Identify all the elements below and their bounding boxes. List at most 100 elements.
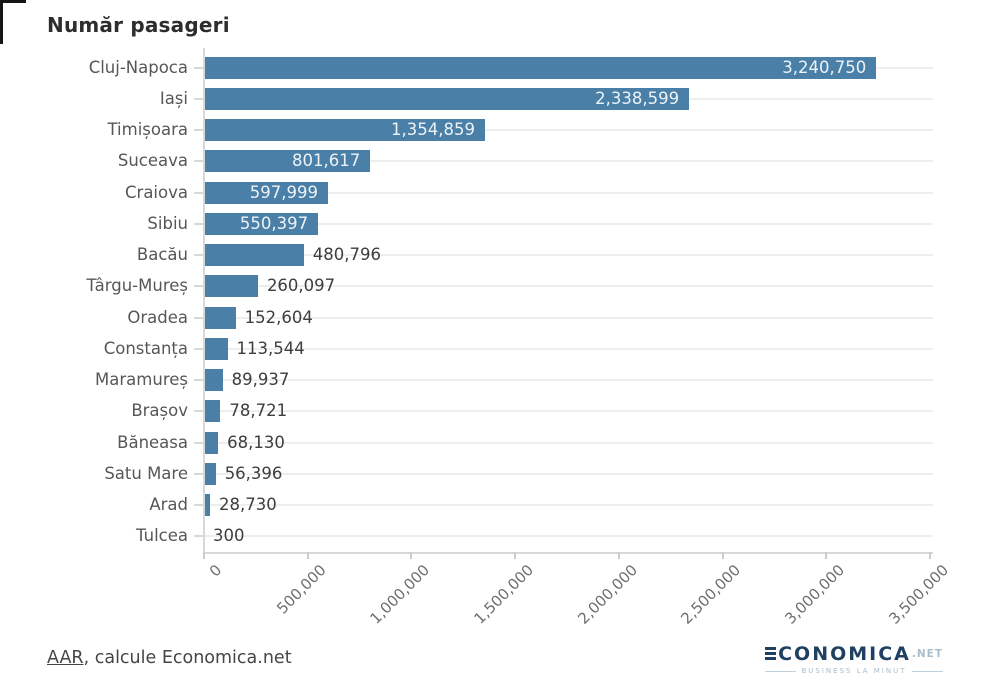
x-tick-label: 1,000,000 [366,561,434,628]
value-label: 89,937 [231,370,290,390]
value-label: 480,796 [312,245,381,265]
category-label: Brașov [131,401,188,421]
category-label: Constanța [103,338,188,358]
bar [204,494,210,517]
logo-tagline: BUSINESS LA MINUT [765,667,943,675]
y-tick [194,347,203,350]
category-label: Băneasa [117,432,188,452]
x-tick [306,552,309,559]
y-tick [194,379,203,382]
gridline [204,191,933,194]
value-label: 3,240,750 [782,57,867,77]
gridline [204,535,933,538]
chart-title: Număr pasageri [47,13,230,37]
value-label: 28,730 [218,495,277,515]
value-label: 597,999 [249,182,319,202]
gridline [204,129,933,132]
bar [204,400,221,423]
value-label: 152,604 [244,307,313,327]
category-label: Iași [159,88,188,108]
category-label: Timișoara [107,120,188,140]
gridline [204,410,933,413]
category-label: Suceava [117,151,188,171]
screen-edge-artifact [0,0,26,3]
y-tick [194,254,203,257]
bar [204,369,223,392]
bar [204,462,216,485]
source-note: AAR, calcule Economica.net [47,648,292,668]
gridline [204,347,933,350]
economica-logo: CONOMICA .NET BUSINESS LA MINUT [765,643,943,675]
x-tick-label: 0 [206,561,226,581]
value-label: 113,544 [236,338,305,358]
category-label: Târgu-Mureș [86,276,188,296]
y-tick [194,97,203,100]
gridline [204,285,933,288]
logo-e-icon [765,646,777,662]
y-tick [194,504,203,507]
y-tick [194,129,203,132]
gridline [204,160,933,163]
value-label: 78,721 [229,401,288,421]
bar [204,56,877,79]
bar [204,87,690,110]
category-label: Arad [149,495,188,515]
source-text: , calcule Economica.net [83,648,292,668]
category-label: Oradea [127,307,188,327]
bar [204,150,371,173]
bar [204,431,219,454]
x-tick-label: 3,000,000 [781,561,849,628]
x-tick-label: 3,500,000 [885,561,952,628]
value-label: 56,396 [224,463,283,483]
y-tick [194,535,203,538]
value-label: 2,338,599 [595,88,680,108]
gridline [204,379,933,382]
bar [204,275,258,298]
bar [204,212,319,235]
y-tick [194,410,203,413]
x-tick [514,552,517,559]
x-tick-label: 2,500,000 [677,561,745,628]
value-label: 68,130 [227,432,285,452]
value-label: 550,397 [239,213,309,233]
category-label: Tulcea [136,526,188,546]
y-tick [194,66,203,69]
gridline [204,441,933,444]
y-tick [194,472,203,475]
x-axis-line [204,552,933,554]
category-label: Satu Mare [104,463,188,483]
y-tick [194,222,203,225]
x-tick-label: 2,000,000 [573,561,641,628]
value-label: 801,617 [292,151,361,171]
x-tick [617,552,620,559]
gridline [204,504,933,507]
y-tick [194,191,203,194]
x-tick [929,552,931,559]
bar [204,119,486,142]
category-label: Bacău [136,245,188,265]
category-label: Craiova [125,182,188,202]
logo-tld: .NET [911,648,943,660]
value-label: 1,354,859 [391,120,476,140]
value-label: 300 [213,526,245,546]
y-tick [194,285,203,288]
y-axis-line [203,48,205,554]
bar [204,181,329,204]
x-tick [203,552,205,559]
logo-name: CONOMICA [778,643,911,665]
x-tick [825,552,828,559]
gridline [204,254,933,257]
gridline [204,316,933,319]
y-tick [194,441,203,444]
screen-edge-artifact [0,0,3,44]
bar [204,306,236,329]
gridline [204,222,933,225]
x-tick-label: 1,500,000 [470,561,537,628]
x-tick [410,552,413,559]
y-tick [194,316,203,319]
bar [204,244,304,267]
category-label: Cluj-Napoca [88,57,188,77]
source-link[interactable]: AAR [47,648,84,668]
value-label: 260,097 [266,276,336,296]
